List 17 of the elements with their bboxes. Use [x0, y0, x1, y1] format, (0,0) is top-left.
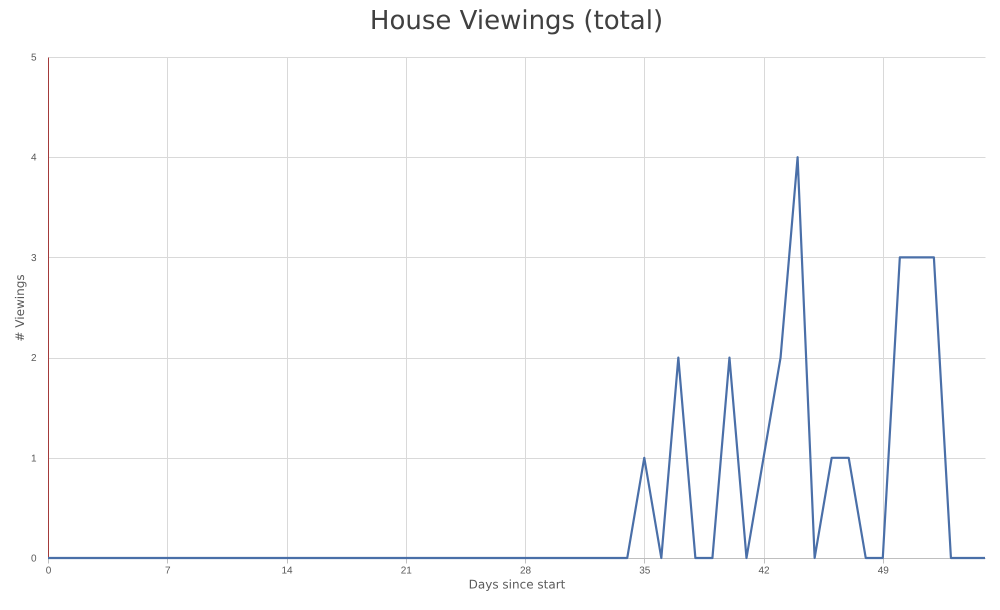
x-tick-label: 7 — [164, 566, 171, 576]
y-tick-label: 5 — [30, 52, 37, 64]
chart-title: House Viewings (total) — [370, 6, 664, 36]
y-tick-label: 4 — [30, 152, 37, 164]
x-tick-label: 14 — [281, 566, 294, 576]
x-tick-label: 21 — [400, 566, 412, 576]
x-tick-label: 0 — [46, 566, 52, 576]
x-tick-label: 42 — [758, 566, 770, 576]
x-axis-title: Days since start — [468, 578, 566, 592]
y-tick-label: 2 — [30, 353, 37, 364]
y-tick-label: 0 — [30, 554, 37, 564]
x-tick-label: 28 — [520, 566, 532, 576]
y-tick-label: 1 — [30, 453, 37, 464]
x-tick-label: 35 — [639, 566, 651, 576]
y-tick-label: 3 — [30, 252, 37, 264]
x-tick-label: 49 — [878, 566, 890, 576]
y-axis-title: # Viewings — [12, 274, 27, 342]
